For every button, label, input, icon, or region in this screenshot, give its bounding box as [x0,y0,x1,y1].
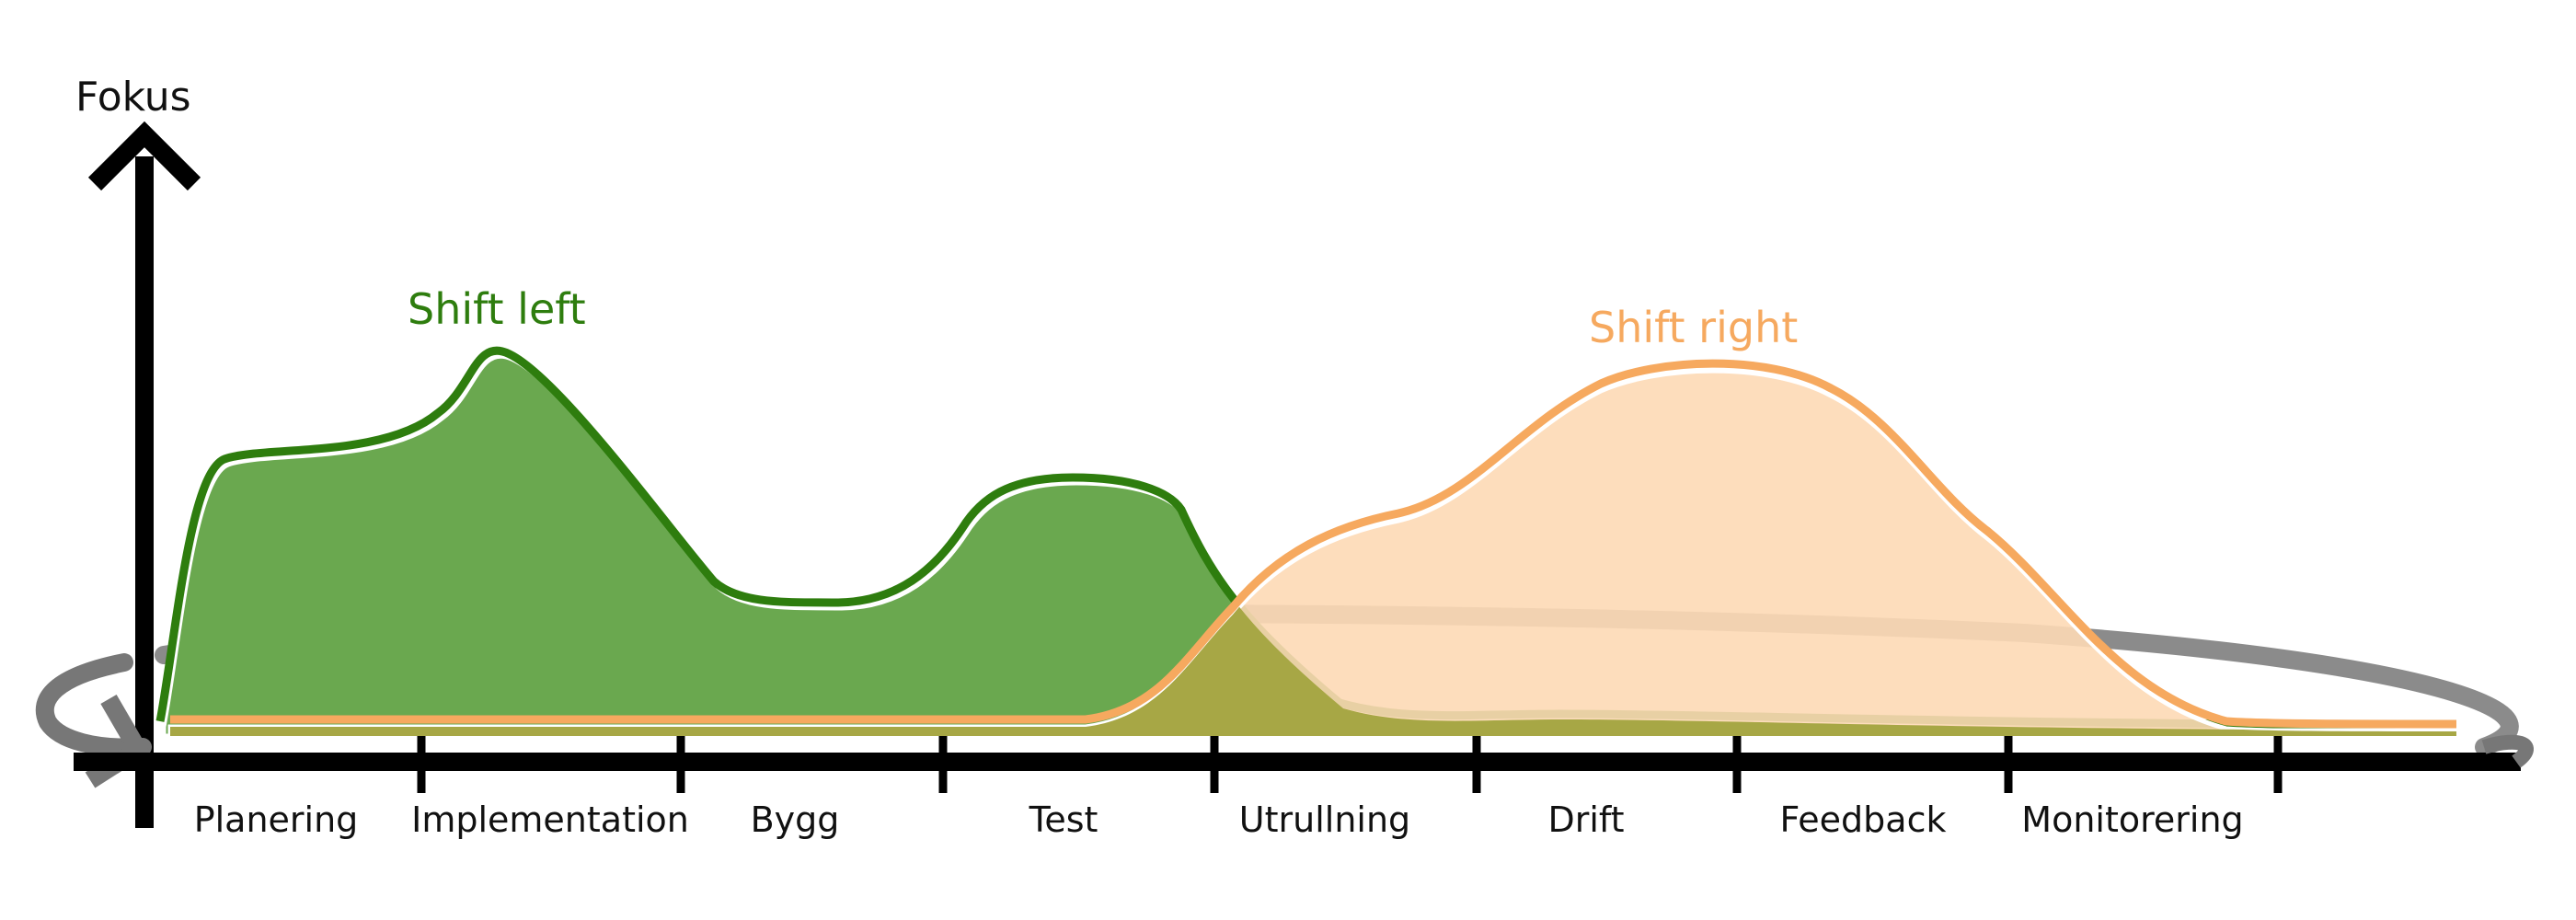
phase-label: Test [1029,799,1098,840]
x-axis [74,734,2534,771]
phase-labels: Planering Implementation Bygg Test Utrul… [194,799,2244,840]
phase-label: Monitorering [2021,799,2243,840]
x-axis-ticks [417,736,2283,793]
loop-front-arc [35,653,152,757]
y-axis-label: Fokus [75,74,191,121]
shift-left-label: Shift left [408,284,586,334]
phase-label: Planering [194,799,359,840]
phase-label: Bygg [751,799,840,840]
phase-label: Implementation [411,799,689,840]
shift-right-outline [170,359,2457,729]
shift-right-curve [167,368,2459,739]
shift-right-label: Shift right [1589,303,1798,352]
phase-label: Feedback [1780,799,1947,840]
phase-label: Drift [1547,799,1624,840]
y-axis [87,121,201,828]
phase-label: Utrullning [1239,799,1410,840]
